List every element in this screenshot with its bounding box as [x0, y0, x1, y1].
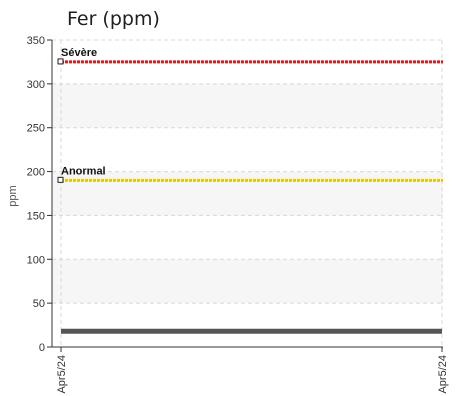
y-tick-label: 50 [33, 298, 45, 310]
axes [51, 40, 443, 348]
chart-title: Fer (ppm) [67, 8, 160, 30]
y-tick-label: 350 [27, 35, 45, 47]
plot-band [53, 83, 443, 128]
x-tick-labels: Apr5/24 Apr5/24 [56, 347, 449, 394]
y-axis-label: ppm [7, 185, 19, 206]
y-tick-labels: 0 50 100 150 200 250 300 350 [27, 35, 52, 354]
y-tick-label: 300 [27, 79, 45, 91]
y-tick-label: 150 [27, 210, 45, 222]
grid-lines [52, 39, 443, 347]
plot-band [53, 171, 443, 216]
y-tick-label: 200 [27, 167, 45, 179]
x-tick-label: Apr5/24 [437, 355, 449, 394]
threshold-label: Sévère [61, 47, 97, 59]
plot-bands [53, 83, 443, 304]
threshold-lines: Sévère Anormal [57, 47, 443, 183]
threshold-marker [57, 58, 64, 65]
x-tick-label: Apr5/24 [56, 355, 68, 394]
y-tick-label: 250 [27, 123, 45, 135]
y-tick-label: 0 [39, 342, 45, 354]
threshold-marker [57, 176, 64, 183]
y-tick-label: 100 [27, 254, 45, 266]
plot-band [53, 259, 443, 304]
threshold-label: Anormal [61, 165, 106, 177]
